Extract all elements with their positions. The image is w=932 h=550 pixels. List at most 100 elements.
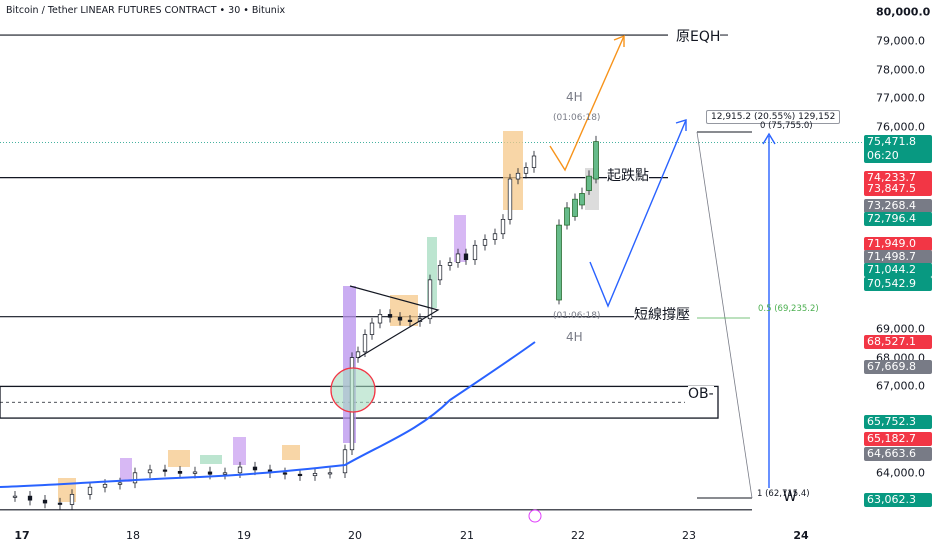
right-candle-body-2 [572,198,578,217]
fib-1-label: 1 (62,715.4) [757,489,810,499]
candle-body-39 [482,239,488,246]
candle-body-26 [362,334,368,353]
candle-body-7 [102,483,108,488]
x-tick-label: 20 [348,529,362,542]
price-label: 64,663.6 [864,446,932,461]
ob-circle [330,367,376,413]
measure-arrow-head [762,132,776,145]
fib-0-label: 0 (75,755.0) [760,121,813,131]
price-label: 71,044.2 [864,262,932,277]
level-label-eqh: 原EQH [676,26,721,46]
candle-body-31 [407,319,413,322]
price-label: 68,527.1 [864,335,932,350]
candle-body-5 [69,494,75,505]
candle-body-34 [437,265,443,281]
level-label-start-drop: 起跌點 [607,165,649,185]
price-label: 63,062.3 [864,492,932,507]
orange-projection [549,35,625,172]
w-label: W [783,489,797,505]
candle-body-9 [132,472,138,484]
x-tick-label: 17 [14,529,30,542]
x-tick-label: 21 [460,529,474,542]
candle-body-1 [12,495,18,498]
price-label-text: 73,268.4 [867,198,916,212]
countdown-text: 06:20 [867,149,899,163]
top-time-label: (01:06:18) [553,113,601,123]
candle-body-40 [492,233,498,240]
y-tick-label: 78,000.0 [876,63,925,77]
price-label-text: 72,796.4 [867,212,916,226]
price-label-text: 64,663.6 [867,446,916,460]
measure-diagonal [696,131,753,499]
candle-body-29 [387,314,393,318]
highlight-box-7 [390,295,418,326]
price-label: 65,752.3 [864,415,932,430]
price-label-text: 71,949.0 [867,236,916,250]
highlight-box-9 [454,215,466,262]
highlight-box-8 [427,237,437,308]
highlight-box-1 [120,458,132,482]
candle-body-11 [162,469,168,472]
moving-average-line [0,341,536,488]
candle-body-38 [472,244,478,261]
candle-body-43 [515,172,521,180]
price-label-text: 71,044.2 [867,262,916,276]
candle-body-28 [377,314,383,324]
candle-body-42 [507,178,513,220]
top-4h-label: 4H [566,90,583,104]
price-label: 75,471.8 06:20 [864,135,932,164]
price-label-text: 74,233.7 [867,171,916,185]
y-tick-label: 77,000.0 [876,91,925,105]
candle-body-37 [463,253,469,261]
candle-body-8 [117,482,123,485]
candle-body-2 [27,495,33,501]
candle-body-14 [207,471,213,475]
level-label-short-term: 短線撐壓 [634,304,690,324]
price-label: 65,182.7 [864,431,932,446]
price-label: 73,847.5 [864,182,932,197]
candle-body-4 [57,502,63,505]
chart-title: Bitcoin / Tether LINEAR FUTURES CONTRACT… [6,5,286,16]
x-tick-label: 19 [237,529,251,542]
candle-body-27 [369,322,375,335]
event-icon [528,509,542,523]
right-candle-body-4 [586,175,592,191]
y-tick-label: 80,000.0 [876,5,931,19]
price-label: 71,498.7 [864,249,932,264]
candle-body-30 [397,316,403,321]
highlight-box-10 [503,131,523,210]
measure-box-label: 12,915.2 (20.55%) 129,152 [706,110,841,124]
candle-body-23 [342,449,348,474]
bottom-4h-label: 4H [566,330,583,344]
price-label: 70,542.9 [864,277,932,292]
x-tick-label: 23 [682,529,696,542]
price-label-text: 63,062.3 [867,492,916,506]
candle-body-6 [87,486,93,495]
candle-body-21 [312,473,318,477]
highlight-box-4 [282,445,300,460]
price-label: 72,796.4 [864,212,932,227]
orange-arrow-head [613,34,625,47]
blue-projection [589,119,687,308]
x-tick-label: 18 [126,529,140,542]
candle-body-3 [42,499,48,504]
candle-body-20 [297,473,303,477]
candle-body-13 [192,471,198,474]
price-label-text: 65,182.7 [867,431,916,445]
bottom-time-label: (01:06:18) [553,311,601,321]
y-tick-label: 64,000.0 [876,466,925,480]
price-label: 71,949.0 [864,236,932,251]
price-label-text: 73,847.5 [867,182,916,196]
ob-circle-fill [331,368,375,412]
price-label-text: 75,471.8 [867,135,916,149]
price-label-text: 71,498.7 [867,249,916,263]
y-tick-label: 79,000.0 [876,34,925,48]
highlight-box-3 [233,437,246,465]
x-tick-label: 22 [571,529,585,542]
candle-body-16 [237,466,243,474]
candle-body-15 [222,472,228,475]
price-label: 73,268.4 [864,198,932,213]
candle-body-41 [500,219,506,235]
